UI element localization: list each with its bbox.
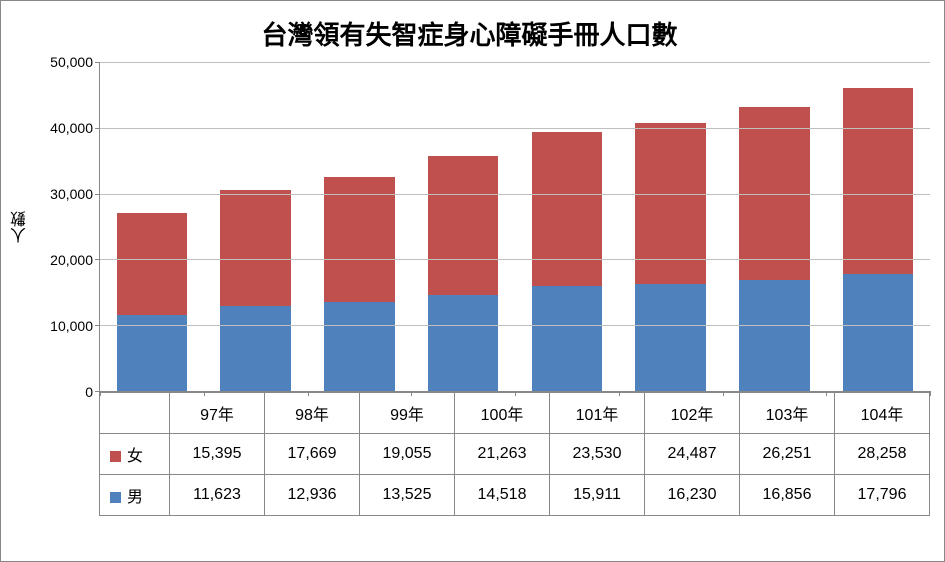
y-tick-mark (95, 128, 100, 129)
legend-swatch-female (110, 451, 121, 462)
table-col-header: 99年 (360, 393, 455, 434)
legend-female: 女 (100, 434, 170, 475)
x-tick-mark (930, 391, 931, 396)
cell: 13,525 (360, 475, 455, 516)
bar-segment-female (532, 132, 603, 287)
gridline (100, 325, 930, 326)
chart-container: 台灣領有失智症身心障礙手冊人口數 人數 0 10,000 20,000 30,000 4… (0, 0, 945, 562)
bar-column (619, 62, 723, 391)
y-tick-label: 30,000 (50, 186, 93, 202)
legend-label-male: 男 (127, 489, 143, 506)
cell: 12,936 (265, 475, 360, 516)
cell: 16,856 (740, 475, 835, 516)
table-col-header: 104年 (835, 393, 930, 434)
bar-segment-male (324, 302, 395, 391)
cell: 23,530 (550, 434, 645, 475)
table-header-row: 97年 98年 99年 100年 101年 102年 103年 104年 (100, 393, 930, 434)
table-col-header: 102年 (645, 393, 740, 434)
cell: 11,623 (170, 475, 265, 516)
x-tick-mark (619, 391, 620, 396)
legend-swatch-male (110, 492, 121, 503)
y-tick-mark (95, 259, 100, 260)
gridline (100, 194, 930, 195)
bar-column (723, 62, 827, 391)
bar-stack (324, 177, 395, 391)
bar-stack (428, 156, 499, 391)
cell: 21,263 (455, 434, 550, 475)
cell: 26,251 (740, 434, 835, 475)
cell: 24,487 (645, 434, 740, 475)
table-col-header: 100年 (455, 393, 550, 434)
table-row-male: 男 11,623 12,936 13,525 14,518 15,911 16,… (100, 475, 930, 516)
bar-segment-female (324, 177, 395, 302)
table-col-header: 101年 (550, 393, 645, 434)
y-tick-label: 0 (85, 384, 93, 400)
y-tick-mark (95, 391, 100, 392)
y-tick-mark (95, 62, 100, 63)
bar-segment-male (843, 274, 914, 391)
cell: 19,055 (360, 434, 455, 475)
plot-area (99, 62, 930, 392)
gridline (100, 62, 930, 63)
bar-stack (532, 131, 603, 391)
data-table: 97年 98年 99年 100年 101年 102年 103年 104年 女 1… (99, 392, 930, 516)
bar-segment-male (739, 280, 810, 391)
bar-segment-male (635, 284, 706, 391)
table-col-header: 97年 (170, 393, 265, 434)
bars-group (100, 62, 930, 391)
x-tick-mark (308, 391, 309, 396)
x-tick-mark (100, 391, 101, 396)
table-col-header: 103年 (740, 393, 835, 434)
bar-segment-male (532, 286, 603, 391)
x-tick-mark (826, 391, 827, 396)
chart-title: 台灣領有失智症身心障礙手冊人口數 (9, 15, 930, 52)
bar-column (308, 62, 412, 391)
plot-row: 人數 010,00020,00030,00040,00050,000 (9, 62, 930, 392)
bar-column (411, 62, 515, 391)
bar-stack (843, 88, 914, 391)
cell: 17,669 (265, 434, 360, 475)
cell: 15,911 (550, 475, 645, 516)
y-tick-label: 40,000 (50, 120, 93, 136)
bar-column (204, 62, 308, 391)
bar-column (826, 62, 930, 391)
bar-stack (117, 213, 188, 391)
bar-segment-female (843, 88, 914, 274)
gridline (100, 259, 930, 260)
bar-stack (220, 190, 291, 391)
bar-segment-female (117, 213, 188, 314)
cell: 28,258 (835, 434, 930, 475)
y-tick-label: 50,000 (50, 54, 93, 70)
table-row-female: 女 15,395 17,669 19,055 21,263 23,530 24,… (100, 434, 930, 475)
bar-segment-female (428, 156, 499, 296)
table-corner (100, 393, 170, 434)
bar-stack (635, 123, 706, 391)
y-tick-label: 10,000 (50, 318, 93, 334)
bar-column (100, 62, 204, 391)
y-tick-label: 20,000 (50, 252, 93, 268)
cell: 15,395 (170, 434, 265, 475)
bar-column (515, 62, 619, 391)
gridline (100, 128, 930, 129)
y-axis: 010,00020,00030,00040,00050,000 (33, 62, 99, 392)
cell: 17,796 (835, 475, 930, 516)
y-axis-label: 人數 (9, 62, 33, 392)
y-tick-mark (95, 325, 100, 326)
table-col-header: 98年 (265, 393, 360, 434)
legend-male: 男 (100, 475, 170, 516)
x-tick-mark (515, 391, 516, 396)
x-tick-mark (411, 391, 412, 396)
cell: 14,518 (455, 475, 550, 516)
x-tick-mark (204, 391, 205, 396)
y-tick-mark (95, 194, 100, 195)
bar-segment-male (220, 306, 291, 391)
bar-segment-female (220, 190, 291, 306)
bar-stack (739, 107, 810, 391)
legend-label-female: 女 (127, 448, 143, 465)
bar-segment-male (428, 295, 499, 391)
x-tick-mark (723, 391, 724, 396)
cell: 16,230 (645, 475, 740, 516)
